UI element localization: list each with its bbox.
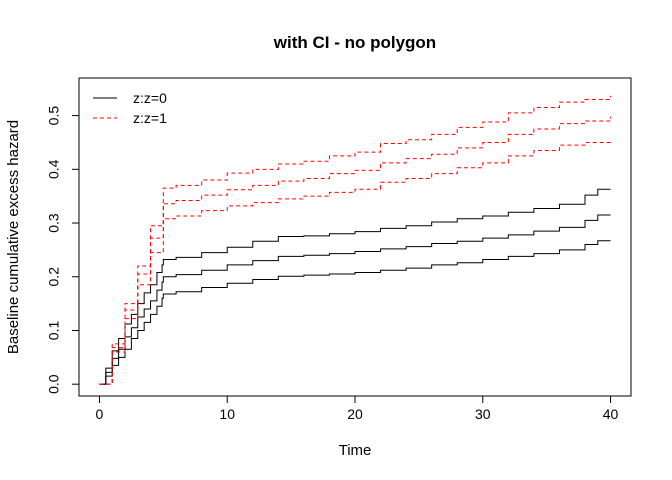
series-line-z0-upper (99, 188, 611, 385)
series-line-z1-lower (99, 139, 612, 385)
series-layer (99, 95, 612, 385)
legend-label-z1: z:z=1 (133, 110, 167, 126)
x-axis: 0 10 20 30 40 (96, 395, 619, 422)
x-tick-label: 40 (603, 406, 619, 422)
y-tick-label: 0.2 (46, 267, 62, 287)
x-tick-label: 30 (475, 406, 491, 422)
x-axis-label: Time (339, 442, 372, 459)
y-tick-label: 0.3 (46, 213, 62, 233)
x-tick-label: 0 (96, 406, 104, 422)
legend: z:z=0 z:z=1 (93, 90, 167, 126)
series-line-z1-estimate (99, 116, 612, 385)
x-tick-label: 10 (219, 406, 235, 422)
legend-label-z0: z:z=0 (133, 90, 167, 106)
y-tick-label: 0.1 (46, 321, 62, 341)
series-line-z0-estimate (99, 214, 611, 385)
y-tick-label: 0.0 (46, 374, 62, 394)
x-tick-label: 20 (347, 406, 363, 422)
series-line-z1-upper (99, 95, 612, 385)
y-axis: 0.0 0.1 0.2 0.3 0.4 0.5 (46, 106, 80, 394)
chart-title: with CI - no polygon (273, 33, 436, 52)
y-tick-label: 0.4 (46, 159, 62, 179)
series-line-z0-lower (99, 240, 611, 385)
y-axis-label: Baseline cumulative excess hazard (5, 120, 22, 354)
y-tick-label: 0.5 (46, 106, 62, 126)
